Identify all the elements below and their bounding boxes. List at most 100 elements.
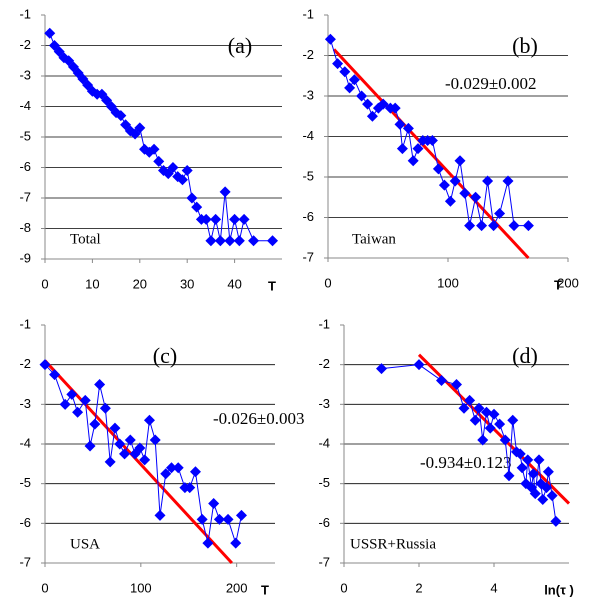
data-point (214, 235, 226, 247)
annotation: USSR+Russia (350, 536, 436, 552)
data-point (542, 466, 554, 478)
data-point (482, 175, 494, 187)
data-point (89, 418, 101, 430)
data-point (66, 388, 78, 400)
data-point (324, 33, 336, 45)
data-point (481, 406, 492, 418)
data-point (143, 414, 155, 426)
data-point (267, 235, 279, 247)
data-point (224, 235, 236, 247)
y-tick-label: -3 (318, 396, 330, 411)
x-axis-label: T (554, 277, 562, 292)
data-point (402, 122, 414, 134)
data-point (230, 537, 242, 549)
data-point (541, 482, 552, 494)
data-point (507, 414, 519, 426)
y-tick-label: -2 (302, 47, 314, 62)
data-point (494, 207, 506, 219)
y-tick-label: -4 (19, 98, 31, 113)
x-tick-label: 20 (133, 276, 147, 291)
data-point (451, 379, 462, 390)
data-point (488, 220, 500, 232)
data-point (348, 74, 360, 86)
data-point (166, 462, 177, 474)
data-point (79, 394, 91, 406)
data-point (459, 187, 471, 199)
fit-label: -0.934±0.123 (420, 453, 512, 472)
y-tick-label: -3 (19, 67, 31, 82)
data-point (412, 143, 424, 155)
data-point (458, 402, 470, 414)
data-point (233, 235, 245, 247)
data-point (533, 454, 545, 466)
data-point (229, 213, 241, 225)
data-point (172, 462, 184, 474)
y-tick-label: -5 (302, 168, 314, 183)
data-point (413, 359, 425, 371)
y-tick-label: -3 (302, 87, 314, 102)
data-point (238, 213, 250, 225)
data-point (407, 155, 419, 167)
data-point (39, 359, 51, 371)
data-point (115, 110, 127, 122)
data-point (514, 448, 526, 460)
data-point (202, 537, 214, 549)
data-point (377, 98, 389, 110)
x-tick-label: 4 (490, 580, 497, 595)
data-point (186, 192, 198, 204)
annotation: USA (70, 536, 100, 552)
x-tick-label: 40 (227, 276, 241, 291)
series-line (44, 364, 242, 546)
data-point (529, 488, 541, 500)
y-tick-label: -7 (19, 189, 31, 204)
annotation: Taiwan (352, 231, 396, 247)
data-point (464, 220, 476, 232)
x-tick-label: 100 (437, 275, 459, 290)
data-point (356, 90, 368, 102)
y-tick-label: -6 (302, 209, 314, 224)
data-point (235, 509, 247, 521)
data-point (44, 27, 56, 39)
data-point (94, 379, 106, 390)
data-point (213, 513, 225, 525)
x-tick-label: 10 (85, 276, 99, 291)
data-point (119, 448, 131, 460)
data-point (516, 462, 528, 474)
data-point (344, 82, 356, 94)
data-point (222, 513, 234, 525)
data-point (248, 235, 260, 247)
x-tick-label: 200 (226, 580, 248, 595)
data-point (476, 220, 488, 232)
data-point (134, 122, 146, 134)
panel-label: (d) (512, 343, 538, 368)
y-tick-label: -2 (19, 356, 31, 371)
data-point (189, 466, 201, 478)
data-point (376, 363, 387, 375)
y-tick-label: -2 (318, 356, 330, 371)
data-point (469, 414, 481, 426)
panel-label: (c) (153, 343, 177, 368)
data-point (208, 498, 220, 509)
data-point (200, 213, 212, 225)
data-point (124, 434, 136, 446)
data-point (436, 375, 447, 387)
y-tick-label: -4 (302, 128, 314, 143)
data-point (366, 110, 378, 122)
data-point (72, 406, 84, 418)
y-tick-label: -5 (19, 128, 31, 143)
data-point (432, 163, 444, 175)
data-point (550, 515, 562, 527)
x-axis-label: T (268, 278, 276, 293)
data-point (114, 438, 126, 450)
data-point (104, 456, 116, 468)
panel-label: (b) (512, 33, 538, 58)
data-point (176, 174, 188, 186)
data-point (184, 482, 196, 494)
data-point (59, 398, 71, 410)
y-tick-label: -1 (318, 316, 330, 331)
data-point (210, 213, 222, 225)
data-point (449, 175, 461, 187)
data-point (153, 155, 165, 167)
